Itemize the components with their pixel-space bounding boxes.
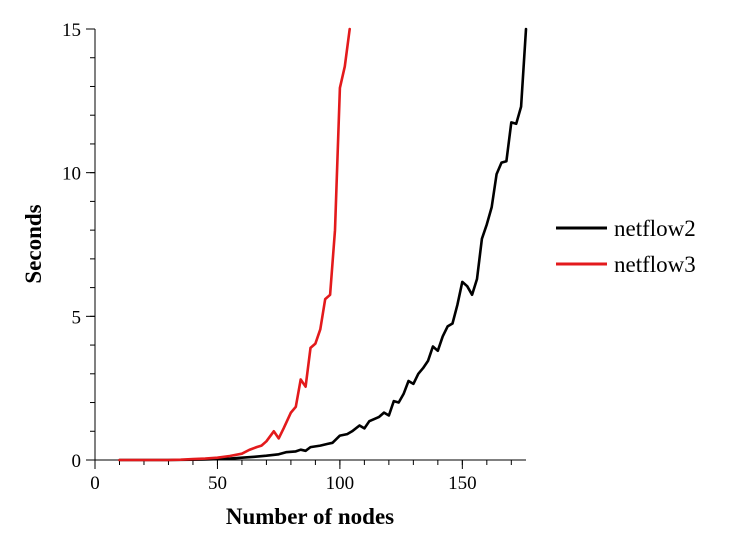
y-tick-label: 5: [72, 307, 82, 328]
legend-label-netflow3: netflow3: [614, 252, 696, 277]
x-axis-title: Number of nodes: [226, 504, 394, 529]
y-tick-label: 15: [62, 20, 81, 41]
series-line-netflow2: [118, 27, 528, 462]
y-tick-label: 10: [62, 164, 81, 185]
x-axis: 0 50 100 150: [90, 459, 526, 494]
series-line-netflow3: [118, 27, 351, 462]
x-tick-label: 150: [448, 473, 477, 494]
x-tick-label: 50: [208, 473, 227, 494]
legend-item-netflow3: netflow3: [556, 252, 696, 277]
y-axis-title: Seconds: [21, 204, 46, 283]
y-axis: 0 5 10 15: [62, 20, 96, 472]
x-tick-label: 100: [326, 473, 355, 494]
legend-item-netflow2: netflow2: [556, 216, 696, 241]
x-tick-label: 0: [90, 473, 100, 494]
legend-label-netflow2: netflow2: [614, 216, 696, 241]
legend: netflow2 netflow3: [556, 216, 696, 277]
y-tick-label: 0: [72, 451, 82, 472]
series-layer: [118, 27, 528, 462]
